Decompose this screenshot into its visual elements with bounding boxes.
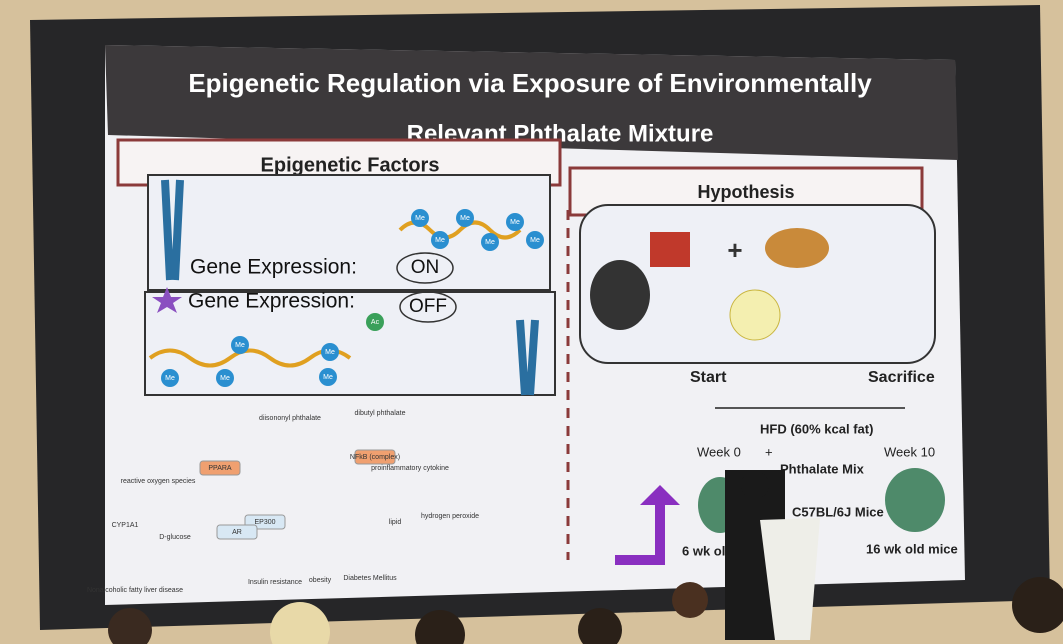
state-oval xyxy=(396,252,454,284)
state: ON xyxy=(411,257,440,278)
mix: Phthalate Mix xyxy=(780,461,865,476)
figure xyxy=(590,260,650,330)
node-label: diisononyl phthalate xyxy=(259,415,321,422)
node-box xyxy=(354,449,396,465)
dna xyxy=(148,348,352,368)
node-label: Nonalcoholic fatty liver disease xyxy=(87,587,183,594)
network: PPARA reactive oxygen species CYP1A1 EP300 A… xyxy=(87,410,479,594)
chromosome xyxy=(161,179,184,281)
mark-label: Me xyxy=(435,237,445,244)
node-label: PPARA xyxy=(208,465,232,472)
gene-expression-label: Gene Expression: xyxy=(190,256,357,279)
node-label: hydrogen peroxide xyxy=(421,513,479,520)
chromosome xyxy=(516,319,539,396)
mark-circle xyxy=(321,343,339,361)
cells xyxy=(729,289,781,341)
podium xyxy=(760,518,820,640)
timeline-end: Sacrifice xyxy=(868,369,935,386)
mark-label: Me xyxy=(415,215,425,222)
node-label: lipid xyxy=(389,519,402,526)
mark-label: Me xyxy=(235,342,245,349)
gene-expression-label: Gene Expression: xyxy=(188,290,355,313)
mark-label: Me xyxy=(485,239,495,246)
panel-heading: Epigenetic Factors xyxy=(261,154,440,176)
mouse xyxy=(885,468,945,532)
node-label: AR xyxy=(232,529,242,536)
mark-label: Me xyxy=(510,219,520,226)
mark-label: Me xyxy=(323,374,333,381)
mark-circle xyxy=(456,209,474,227)
node-box xyxy=(199,460,241,476)
mark-label: Me xyxy=(530,237,540,244)
mark-label: Me xyxy=(165,375,175,382)
week-end: Week 10 xyxy=(884,444,935,459)
node-box xyxy=(216,524,258,540)
node-label: obesity xyxy=(309,577,332,584)
age-start: 6 wk old xyxy=(682,543,733,558)
node-label: Diabetes Mellitus xyxy=(343,575,397,582)
mark-label: Me xyxy=(220,375,230,382)
panel-heading: Hypothesis xyxy=(697,182,794,202)
title-line: Epigenetic Regulation via Exposure of En… xyxy=(188,68,872,98)
mark-label: Me xyxy=(460,215,470,222)
mark-circle xyxy=(216,369,234,387)
age-end: 16 wk old mice xyxy=(866,541,958,556)
diet: HFD (60% kcal fat) xyxy=(760,421,873,436)
plus-sign: + xyxy=(727,235,742,265)
on-box xyxy=(147,174,551,291)
node-label: EP300 xyxy=(254,519,275,526)
node-label: CYP1A1 xyxy=(112,522,139,529)
strain: C57BL/6J Mice xyxy=(792,504,884,519)
mark-circle xyxy=(506,213,524,231)
state: OFF xyxy=(409,296,447,317)
mark-circle xyxy=(231,336,249,354)
mark-circle xyxy=(431,231,449,249)
title-band xyxy=(105,45,958,160)
star xyxy=(152,287,182,313)
node-label: D-glucose xyxy=(159,534,191,541)
arrow xyxy=(615,485,680,565)
node-label: reactive oxygen species xyxy=(121,478,196,485)
node-label: proinflammatory cytokine xyxy=(371,465,449,472)
audience xyxy=(108,577,1063,644)
mark-label: Me xyxy=(325,349,335,356)
speaker-head xyxy=(741,471,769,499)
mark-circle xyxy=(366,313,384,331)
mark-circle xyxy=(161,369,179,387)
mark-circle xyxy=(526,231,544,249)
state-oval xyxy=(399,291,457,323)
mark-circle xyxy=(481,233,499,251)
off-box xyxy=(144,291,556,396)
mark-circle xyxy=(319,368,337,386)
burger xyxy=(765,228,829,268)
node-label: dibutyl phthalate xyxy=(355,410,406,417)
week-start: Week 0 xyxy=(697,444,741,459)
timeline-start: Start xyxy=(690,369,727,386)
mark-label: Ac xyxy=(371,319,380,326)
methyl-marks: Me Me Me Me Me Me Ac Me Me Me Me Me xyxy=(161,209,544,387)
node-label: NFkB (complex) xyxy=(350,454,400,461)
mark-circle xyxy=(411,209,429,227)
food xyxy=(650,232,690,267)
plus: + xyxy=(765,444,773,459)
node-label: Insulin resistance xyxy=(248,579,302,586)
